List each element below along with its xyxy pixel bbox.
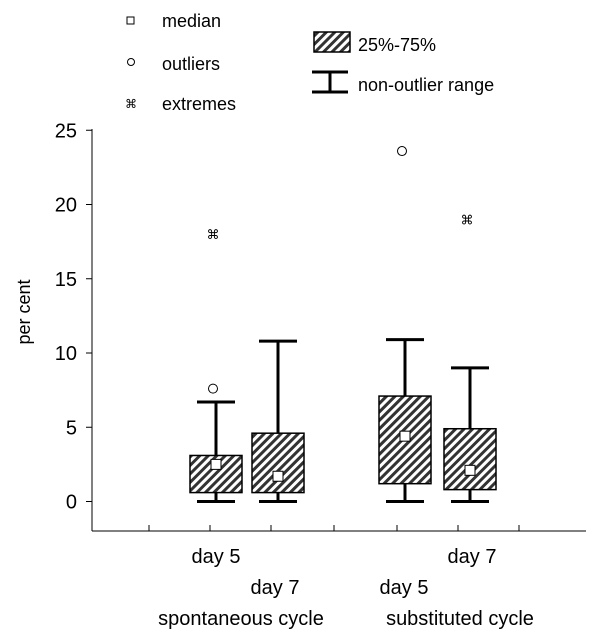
x-group-label: substituted cycle [386, 608, 534, 630]
x-category-label: day 7 [251, 577, 300, 599]
legend-outlier-marker [127, 58, 135, 66]
median-marker [399, 430, 411, 442]
legend-whisker-label: non-outlier range [358, 75, 494, 95]
legend-median-marker [126, 16, 135, 25]
axes [91, 129, 586, 532]
x-ticks [148, 525, 520, 531]
box-iqr [251, 432, 305, 494]
boxes: ⌘⌘ [189, 146, 497, 503]
y-ticks: 0 5 10 15 20 25 [55, 120, 92, 514]
y-tick-label: 25 [55, 120, 77, 142]
x-group-label: spontaneous cycle [158, 608, 324, 630]
y-tick-label: 5 [66, 417, 77, 439]
box-2-2: ⌘ [443, 212, 497, 503]
box-2-1 [378, 146, 432, 503]
median-marker [464, 464, 476, 476]
extreme-point: ⌘ [207, 227, 220, 242]
box-1-1: ⌘ [189, 227, 243, 503]
x-category-label: day 5 [192, 546, 241, 568]
extreme-point: ⌘ [461, 212, 474, 227]
y-tick-label: 0 [66, 492, 77, 514]
y-tick-label: 15 [55, 269, 77, 291]
legend-whisker-symbol [312, 70, 348, 94]
x-category-label: day 7 [448, 546, 497, 568]
median-marker [272, 470, 284, 482]
outlier-point [397, 146, 407, 157]
y-axis-title: per cent [14, 279, 34, 344]
y-tick-label: 20 [55, 195, 77, 217]
outlier-point [208, 383, 218, 394]
legend-median-label: median [162, 11, 221, 31]
box-iqr [443, 427, 497, 491]
legend-extremes-label: extremes [162, 94, 236, 114]
median-marker [210, 458, 222, 470]
legend-outliers-label: outliers [162, 54, 220, 74]
y-tick-label: 10 [55, 343, 77, 365]
legend-box-swatch [313, 31, 351, 53]
legend: median outliers ⌘ extremes 25%-75% non-o… [125, 11, 494, 114]
legend-extreme-marker: ⌘ [125, 97, 137, 111]
box-1-2 [251, 339, 305, 503]
x-category-label: day 5 [380, 577, 429, 599]
legend-box-label: 25%-75% [358, 35, 436, 55]
x-labels: day 5 day 7 day 5 day 7 spontaneous cycle sub… [158, 546, 534, 630]
